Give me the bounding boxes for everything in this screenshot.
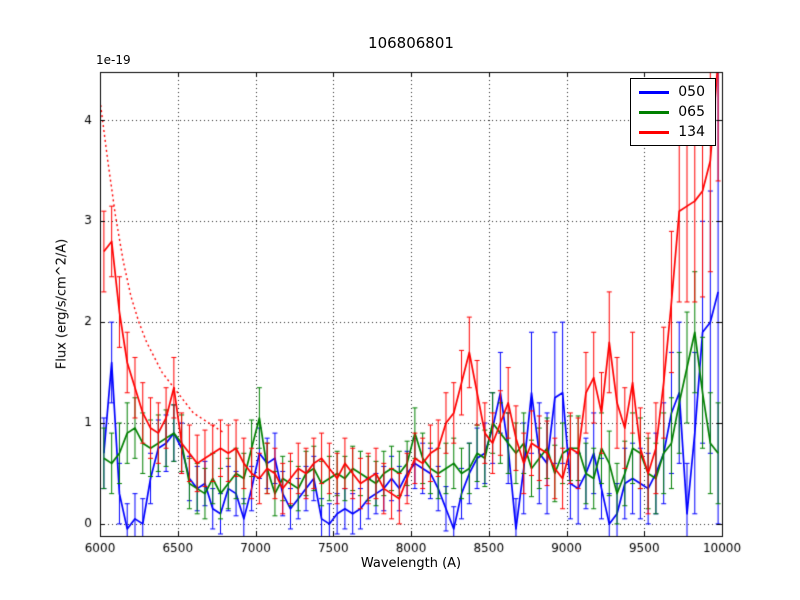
legend-line-1	[639, 110, 670, 114]
x-axis-label: Wavelength (A)	[360, 556, 462, 571]
legend-entry-050: 050	[639, 85, 705, 99]
plot-title: 106806801	[368, 34, 454, 52]
legend-label: 065	[678, 104, 705, 120]
legend-line-0	[639, 90, 670, 94]
legend-entry-134: 134	[639, 125, 705, 139]
legend-label: 050	[678, 84, 705, 100]
legend-line-2	[639, 130, 670, 134]
legend: 050 065 134	[630, 78, 716, 146]
y-axis-label: Flux (erg/s/cm^2/A)	[54, 238, 70, 370]
y-axis-offset-label: 1e-19	[96, 53, 131, 67]
legend-label: 134	[678, 124, 705, 140]
legend-entry-065: 065	[639, 105, 705, 119]
